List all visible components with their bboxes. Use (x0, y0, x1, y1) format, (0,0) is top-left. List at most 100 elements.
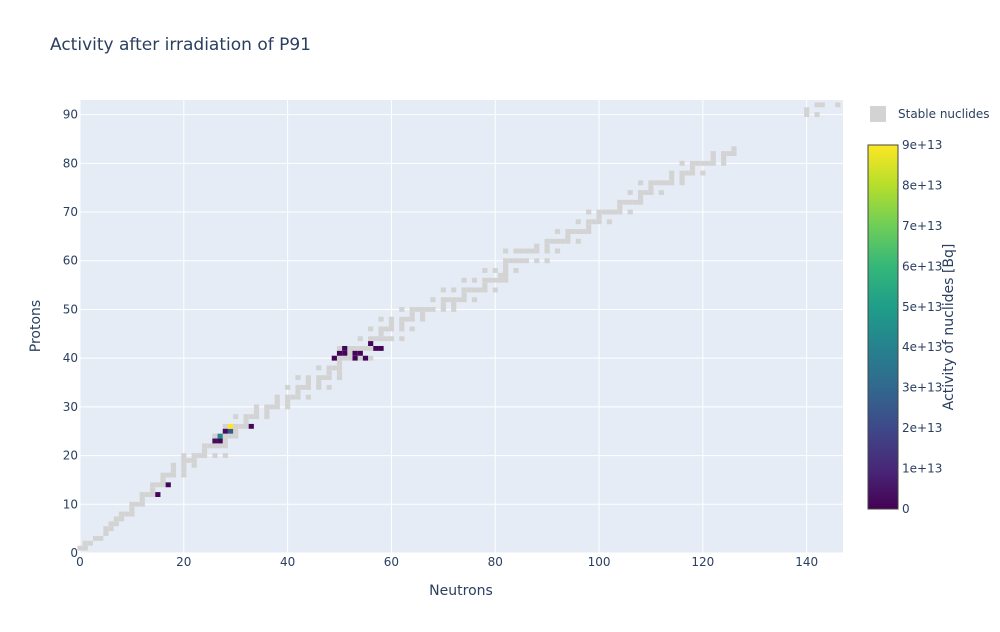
stable-nuclide-cell[interactable] (222, 453, 228, 459)
stable-nuclide-cell[interactable] (368, 326, 374, 332)
stable-nuclide-cell[interactable] (497, 277, 504, 283)
stable-nuclide-cell[interactable] (212, 433, 218, 439)
stable-nuclide-cell[interactable] (388, 316, 395, 322)
stable-nuclide-cell[interactable] (689, 165, 696, 171)
stable-nuclide-cell[interactable] (336, 345, 343, 351)
stable-nuclide-cell[interactable] (388, 326, 395, 332)
stable-nuclide-cell[interactable] (316, 380, 322, 385)
stable-nuclide-cell[interactable] (233, 433, 239, 439)
stable-nuclide-cell[interactable] (290, 394, 296, 400)
stable-nuclide-cell[interactable] (373, 336, 379, 342)
activated-nuclide-cell[interactable] (352, 350, 358, 356)
stable-nuclide-cell[interactable] (658, 180, 664, 186)
stable-nuclide-cell[interactable] (191, 462, 197, 468)
stable-nuclide-cell[interactable] (181, 467, 187, 473)
stable-nuclide-cell[interactable] (368, 355, 374, 361)
stable-nuclide-cell[interactable] (721, 151, 727, 157)
stable-nuclide-cell[interactable] (430, 307, 436, 312)
stable-nuclide-cell[interactable] (103, 531, 109, 536)
stable-nuclide-cell[interactable] (513, 258, 519, 264)
stable-nuclide-cell[interactable] (274, 394, 280, 400)
stable-nuclide-cell[interactable] (503, 248, 509, 254)
stable-nuclide-cell[interactable] (399, 316, 405, 322)
stable-nuclide-cell[interactable] (627, 190, 633, 195)
stable-nuclide-cell[interactable] (513, 248, 519, 254)
stable-nuclide-cell[interactable] (347, 355, 353, 361)
stable-nuclide-cell[interactable] (238, 423, 244, 429)
stable-nuclide-cell[interactable] (440, 307, 446, 312)
stable-nuclide-cell[interactable] (482, 287, 488, 293)
stable-nuclide-cell[interactable] (700, 170, 706, 176)
stable-nuclide-cell[interactable] (554, 248, 561, 254)
stable-nuclide-cell[interactable] (98, 535, 104, 541)
stable-nuclide-cell[interactable] (150, 482, 156, 488)
stable-nuclide-cell[interactable] (321, 375, 327, 381)
activated-nuclide-cell[interactable] (155, 492, 161, 497)
stable-nuclide-cell[interactable] (637, 194, 644, 200)
stable-nuclide-cell[interactable] (191, 458, 197, 463)
stable-nuclide-cell[interactable] (305, 394, 311, 400)
stable-nuclide-cell[interactable] (710, 151, 716, 157)
stable-nuclide-cell[interactable] (383, 336, 389, 342)
stable-nuclide-cell[interactable] (82, 540, 88, 546)
stable-nuclide-cell[interactable] (679, 170, 685, 176)
stable-nuclide-cell[interactable] (342, 355, 348, 361)
stable-nuclide-cell[interactable] (326, 365, 332, 371)
stable-nuclide-cell[interactable] (352, 345, 358, 351)
stable-nuclide-cell[interactable] (108, 521, 114, 527)
stable-nuclide-cell[interactable] (560, 238, 566, 244)
stable-nuclide-cell[interactable] (658, 190, 664, 195)
stable-nuclide-cell[interactable] (617, 204, 623, 210)
stable-nuclide-cell[interactable] (326, 375, 332, 381)
stable-nuclide-cell[interactable] (544, 243, 550, 249)
stable-nuclide-cell[interactable] (570, 229, 576, 234)
stable-nuclide-cell[interactable] (378, 316, 384, 322)
stable-nuclide-cell[interactable] (150, 487, 156, 493)
activated-nuclide-cell[interactable] (362, 355, 369, 361)
stable-nuclide-cell[interactable] (357, 355, 363, 361)
stable-nuclide-cell[interactable] (627, 209, 633, 215)
stable-nuclide-cell[interactable] (596, 219, 602, 225)
stable-nuclide-cell[interactable] (451, 287, 457, 293)
stable-nuclide-cell[interactable] (409, 316, 415, 322)
stable-nuclide-cell[interactable] (643, 190, 649, 195)
activated-nuclide-cell[interactable] (217, 438, 223, 444)
stable-nuclide-cell[interactable] (170, 462, 177, 468)
stable-nuclide-cell[interactable] (409, 326, 415, 332)
stable-nuclide-cell[interactable] (497, 272, 504, 278)
stable-nuclide-cell[interactable] (689, 160, 696, 166)
activated-nuclide-cell[interactable] (368, 341, 374, 346)
stable-nuclide-cell[interactable] (129, 501, 135, 507)
stable-nuclide-cell[interactable] (440, 287, 446, 293)
stable-nuclide-cell[interactable] (482, 277, 488, 283)
stable-nuclide-cell[interactable] (596, 209, 602, 215)
stable-nuclide-cell[interactable] (721, 160, 727, 166)
stable-nuclide-cell[interactable] (305, 375, 311, 381)
stable-nuclide-cell[interactable] (544, 238, 550, 244)
stable-nuclide-cell[interactable] (669, 180, 675, 186)
stable-nuclide-cell[interactable] (492, 268, 498, 273)
stable-nuclide-cell[interactable] (456, 297, 462, 303)
stable-nuclide-cell[interactable] (487, 277, 493, 283)
stable-nuclide-cell[interactable] (835, 102, 841, 108)
stable-nuclide-cell[interactable] (295, 394, 301, 400)
stable-nuclide-cell[interactable] (637, 199, 644, 205)
stable-nuclide-cell[interactable] (575, 219, 581, 225)
stable-nuclide-cell[interactable] (606, 209, 613, 215)
stable-nuclide-cell[interactable] (207, 443, 213, 449)
stable-nuclide-cell[interactable] (471, 287, 478, 293)
stable-nuclide-cell[interactable] (419, 307, 426, 312)
stable-nuclide-cell[interactable] (77, 545, 83, 551)
activated-nuclide-cell[interactable] (227, 423, 234, 429)
stable-nuclide-cell[interactable] (331, 365, 337, 371)
stable-nuclide-cell[interactable] (388, 336, 395, 342)
stable-nuclide-cell[interactable] (404, 316, 410, 322)
stable-nuclide-cell[interactable] (155, 482, 161, 488)
stable-nuclide-cell[interactable] (622, 199, 628, 205)
stable-nuclide-cell[interactable] (150, 492, 156, 497)
stable-nuclide-cell[interactable] (212, 453, 218, 459)
stable-nuclide-cell[interactable] (139, 501, 145, 507)
stable-nuclide-cell[interactable] (549, 238, 555, 244)
stable-nuclide-cell[interactable] (414, 307, 420, 312)
stable-nuclide-cell[interactable] (612, 209, 618, 215)
